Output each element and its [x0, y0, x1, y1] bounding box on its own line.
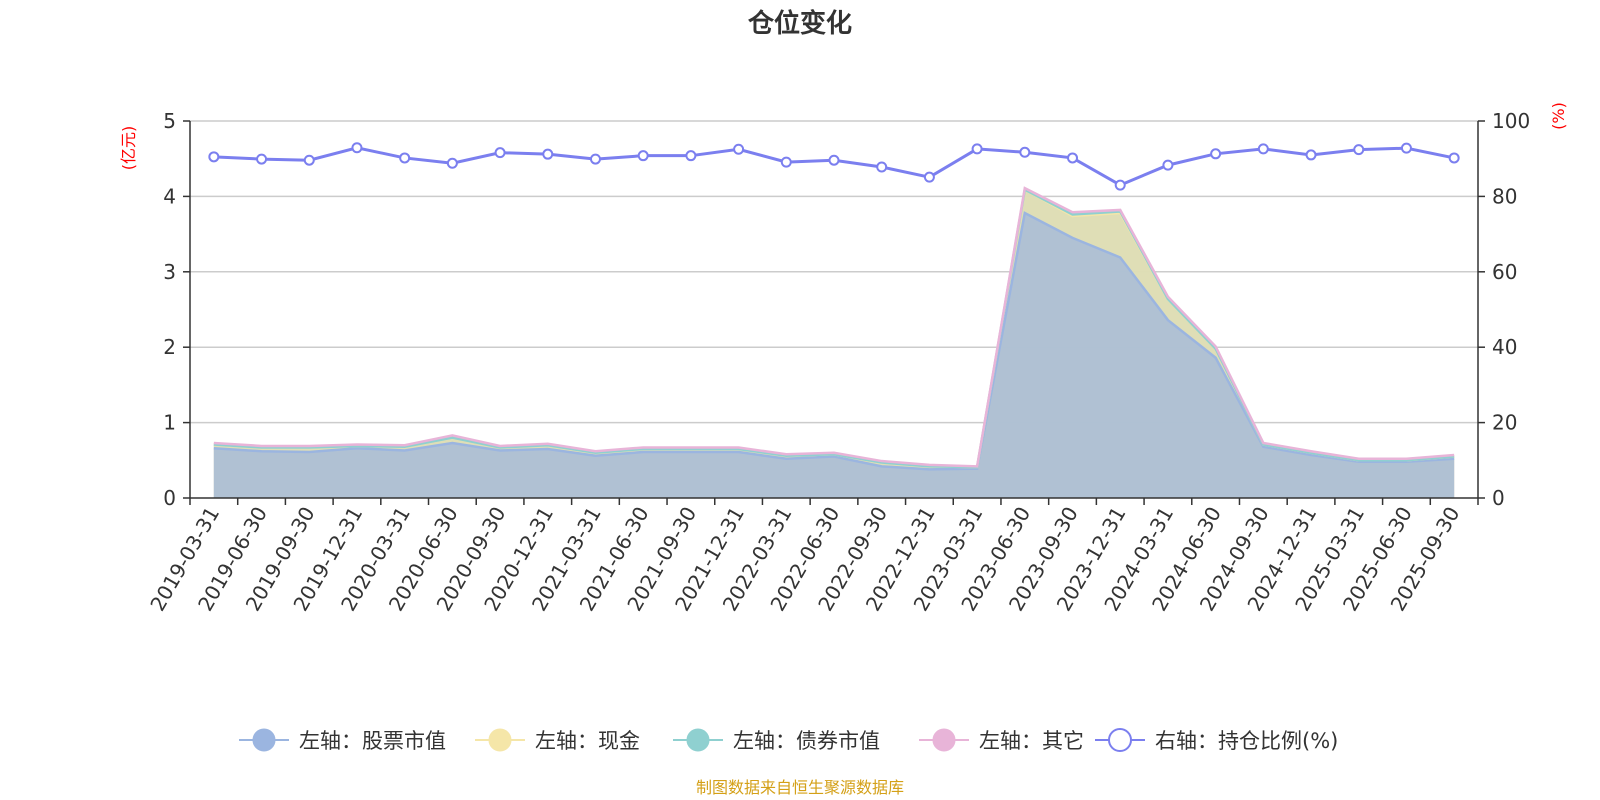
legend-label: 左轴：现金: [535, 729, 640, 753]
ratio-line: [213, 146, 1455, 187]
ratio-point[interactable]: [446, 157, 458, 169]
right-axis-unit-label: (%): [1549, 102, 1568, 130]
right-axis-tick-label: 100: [1492, 109, 1530, 133]
ratio-point[interactable]: [303, 154, 315, 166]
ratio-point[interactable]: [685, 150, 697, 162]
ratio-point[interactable]: [1257, 143, 1269, 155]
ratio-point[interactable]: [494, 147, 506, 159]
right-axis-tick-label: 20: [1492, 411, 1517, 435]
legend: 左轴：股票市值 左轴：现金 左轴：债券市值 左轴：其它 右轴：持仓比例(%): [239, 728, 1338, 753]
ratio-point[interactable]: [208, 151, 220, 163]
left-axis-unit-label: (亿元): [119, 126, 138, 171]
legend-circle-icon: [488, 728, 512, 752]
left-axis-tick-label: 0: [163, 486, 176, 510]
ratio-point[interactable]: [1162, 159, 1174, 171]
legend-item-1[interactable]: 左轴：现金: [475, 728, 640, 753]
ratio-point[interactable]: [1114, 179, 1126, 191]
ratio-point[interactable]: [828, 154, 840, 166]
legend-label: 右轴：持仓比例(%): [1155, 729, 1338, 753]
ratio-point[interactable]: [1400, 142, 1412, 154]
ratio-point[interactable]: [1210, 148, 1222, 160]
right-axis-tick-label: 40: [1492, 335, 1517, 359]
ratio-point[interactable]: [971, 143, 983, 155]
area-0: [213, 212, 1455, 498]
left-axis-tick-label: 4: [163, 184, 176, 208]
ratio-point[interactable]: [637, 150, 649, 162]
ratio-point[interactable]: [780, 156, 792, 168]
ratio-point[interactable]: [256, 153, 268, 165]
legend-item-3[interactable]: 左轴：其它: [919, 728, 1084, 753]
ratio-point[interactable]: [1353, 144, 1365, 156]
ratio-point[interactable]: [1019, 146, 1031, 158]
axes: 0 01 202 403 604 805 1002019-03-312019-06-3020…: [145, 109, 1530, 615]
ratio-point[interactable]: [542, 148, 554, 160]
legend-label: 左轴：债券市值: [733, 729, 880, 753]
right-axis-tick-label: 80: [1492, 184, 1517, 208]
left-axis-tick-label: 3: [163, 260, 176, 284]
ratio-point[interactable]: [351, 142, 363, 154]
legend-label: 左轴：股票市值: [299, 729, 446, 753]
ratio-point[interactable]: [733, 143, 745, 155]
grid-lines: [190, 120, 1478, 424]
ratio-point[interactable]: [589, 153, 601, 165]
legend-circle-icon: [932, 728, 956, 752]
ratio-point[interactable]: [1067, 152, 1079, 164]
ratio-point[interactable]: [399, 152, 411, 164]
data-source-note: 制图数据来自恒生聚源数据库: [696, 778, 904, 797]
left-axis-tick-label: 2: [163, 335, 176, 359]
ratio-point[interactable]: [923, 171, 935, 183]
ratio-point[interactable]: [876, 161, 888, 173]
left-axis-tick-label: 1: [163, 411, 176, 435]
ratio-line-series: [208, 142, 1460, 191]
ratio-point[interactable]: [1448, 152, 1460, 164]
stacked-areas: [213, 186, 1455, 498]
left-axis-tick-label: 5: [163, 109, 176, 133]
ratio-point[interactable]: [1305, 149, 1317, 161]
legend-label: 左轴：其它: [979, 729, 1084, 753]
area-edge-2: [213, 187, 1455, 469]
legend-circle-icon: [1108, 728, 1132, 752]
area-edge-0: [213, 211, 1455, 471]
legend-circle-icon: [252, 728, 276, 752]
chart-title: 仓位变化: [747, 8, 852, 39]
legend-item-2[interactable]: 左轴：债券市值: [673, 728, 880, 753]
legend-item-0[interactable]: 左轴：股票市值: [239, 728, 446, 753]
legend-item-4[interactable]: 右轴：持仓比例(%): [1095, 728, 1338, 753]
area-edge-3: [213, 186, 1455, 468]
legend-circle-icon: [686, 728, 710, 752]
area-edge-1: [213, 187, 1455, 469]
right-axis-tick-label: 0: [1492, 486, 1505, 510]
right-axis-tick-label: 60: [1492, 260, 1517, 284]
